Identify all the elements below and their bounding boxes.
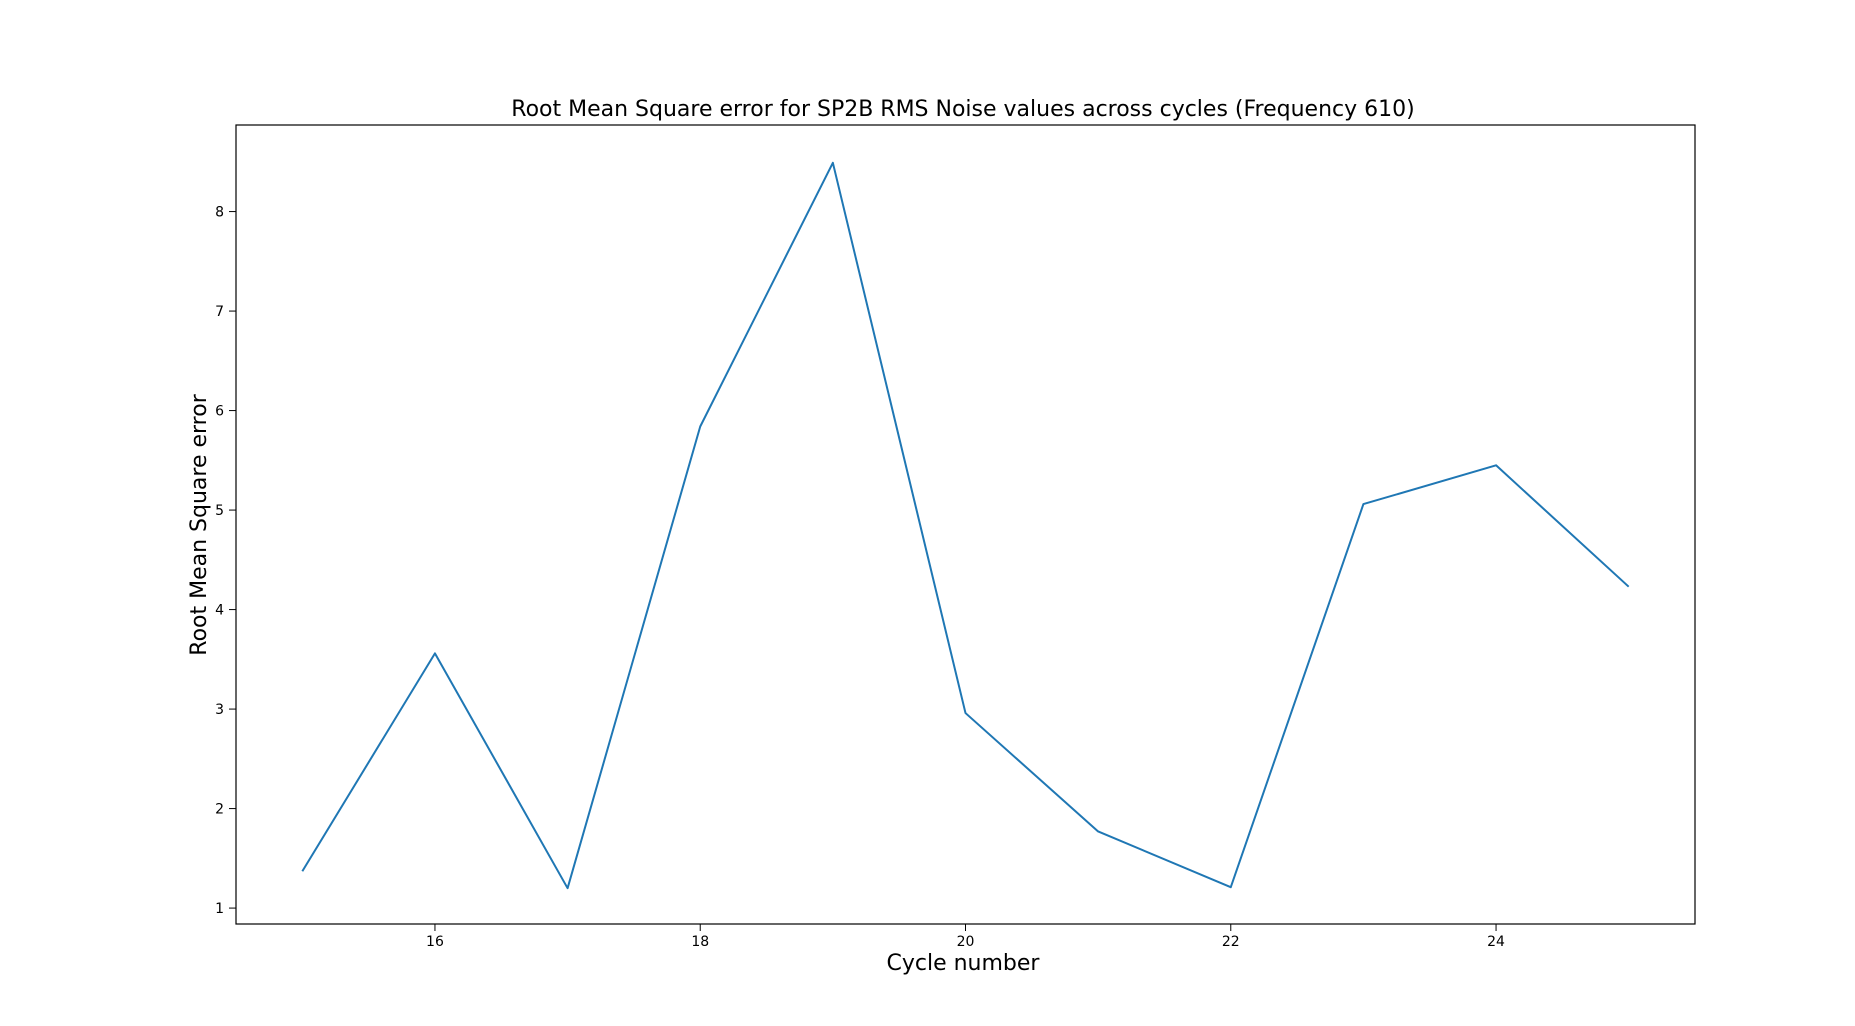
x-tick-label: 16 [426, 934, 444, 950]
y-tick-label: 5 [215, 503, 224, 519]
y-tick-label: 3 [215, 702, 224, 718]
x-tick-label: 18 [691, 934, 709, 950]
y-tick-label: 7 [215, 304, 224, 320]
x-tick-label: 24 [1487, 934, 1505, 950]
y-tick-label: 4 [215, 603, 224, 619]
y-tick-label: 8 [215, 205, 224, 221]
y-tick-label: 6 [215, 404, 224, 420]
y-tick-label: 1 [215, 901, 224, 917]
x-tick-label: 22 [1222, 934, 1240, 950]
y-tick-label: 2 [215, 802, 224, 818]
x-tick-label: 20 [957, 934, 975, 950]
chart-title: Root Mean Square error for SP2B RMS Nois… [511, 97, 1414, 122]
y-axis-label: Root Mean Square error [187, 393, 212, 655]
x-axis-label: Cycle number [887, 951, 1041, 976]
